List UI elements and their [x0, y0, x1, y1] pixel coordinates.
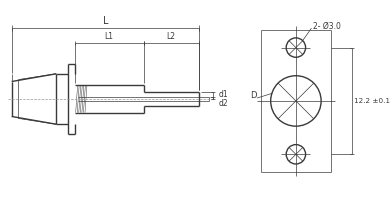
Text: L2: L2	[167, 32, 176, 41]
Text: 2- Ø3.0: 2- Ø3.0	[313, 22, 341, 31]
Text: d1: d1	[218, 90, 228, 99]
Text: D: D	[250, 91, 257, 100]
Text: 12.2 ±0.1: 12.2 ±0.1	[354, 98, 390, 104]
Text: L: L	[103, 16, 108, 26]
Text: L1: L1	[105, 32, 113, 41]
Text: d2: d2	[218, 99, 228, 108]
